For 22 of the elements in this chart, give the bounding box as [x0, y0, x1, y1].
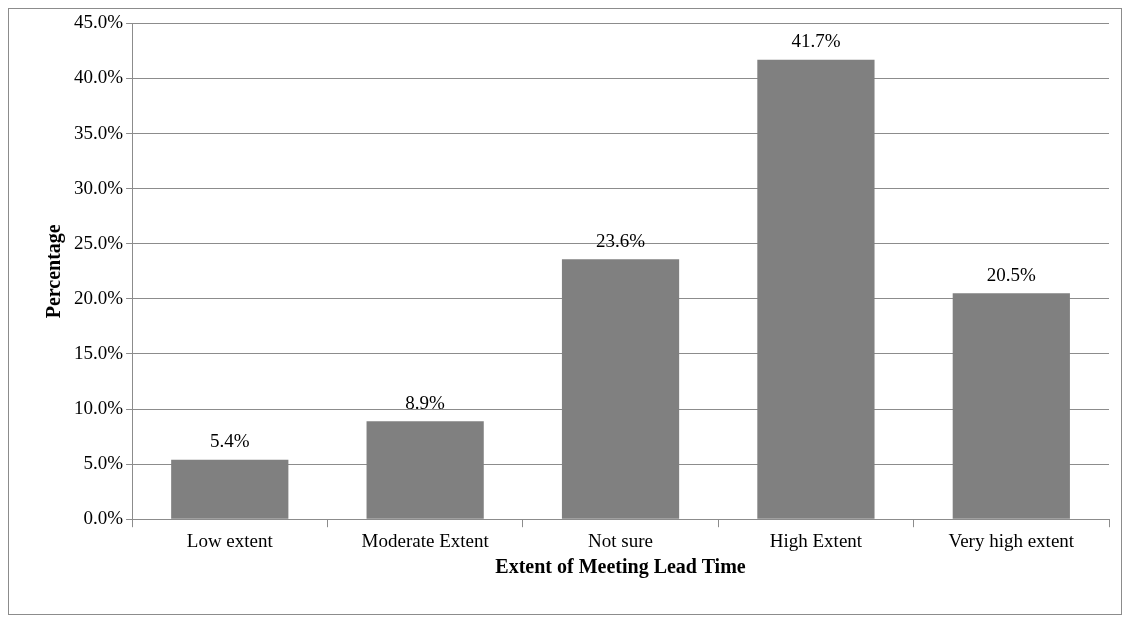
- x-tick-label: Not sure: [588, 529, 653, 551]
- x-tick-label: High Extent: [769, 529, 863, 551]
- y-tick-label: 35.0%: [74, 121, 124, 143]
- y-tick-label: 25.0%: [74, 231, 124, 253]
- y-tick-label: 40.0%: [74, 66, 124, 88]
- data-label: 8.9%: [405, 391, 446, 413]
- y-tick-label: 5.0%: [83, 452, 124, 474]
- x-tick-label: Very high extent: [948, 529, 1075, 551]
- x-axis-title: Extent of Meeting Lead Time: [495, 555, 746, 579]
- y-tick-label: 45.0%: [74, 11, 124, 33]
- x-tick-label: Moderate Extent: [361, 529, 490, 551]
- data-label: 41.7%: [791, 30, 841, 52]
- x-tick-label: Low extent: [186, 529, 274, 551]
- y-tick-label: 15.0%: [74, 341, 124, 363]
- y-axis-title: Percentage: [42, 224, 66, 319]
- data-label: 5.4%: [209, 430, 250, 452]
- y-tick-label: 30.0%: [74, 176, 124, 198]
- data-label: 23.6%: [596, 229, 646, 251]
- y-tick-label: 10.0%: [74, 397, 124, 419]
- data-label: 20.5%: [986, 263, 1037, 285]
- y-tick-label: 20.0%: [74, 286, 124, 308]
- y-tick-label: 0.0%: [83, 507, 124, 529]
